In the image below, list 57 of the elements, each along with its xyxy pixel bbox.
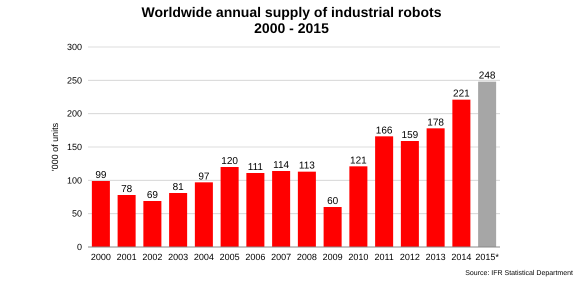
y-tick-label: 100: [66, 175, 82, 186]
data-label: 69: [146, 190, 158, 201]
bar: [324, 207, 342, 247]
y-tick-label: 50: [72, 208, 82, 219]
x-tick-label: 2000: [90, 252, 111, 262]
bar: [169, 193, 188, 247]
data-label: 60: [327, 196, 339, 207]
data-label: 221: [453, 88, 470, 100]
x-tick-label: 2013: [426, 252, 446, 262]
bar: [478, 82, 496, 247]
bar: [298, 172, 316, 247]
bar: [375, 136, 394, 247]
data-label: 166: [376, 125, 393, 136]
x-tick-label: 2001: [116, 252, 137, 262]
data-label: 99: [95, 170, 107, 181]
x-tick-label: 2009: [322, 252, 343, 262]
y-axis-title: '000 of units: [50, 122, 60, 172]
data-label: 178: [427, 117, 444, 128]
data-label: 248: [478, 70, 496, 82]
bar: [272, 171, 290, 247]
x-tick-label: 2002: [142, 252, 162, 262]
x-tick-label: 2012: [400, 252, 420, 262]
bar: [220, 167, 239, 247]
data-label: 111: [248, 162, 264, 173]
bar: [194, 182, 213, 247]
x-tick-label: 2014: [451, 252, 472, 262]
x-tick-label: 2011: [374, 252, 394, 262]
y-tick-label: 200: [66, 108, 82, 119]
bar: [349, 166, 368, 247]
data-label: 120: [221, 156, 238, 167]
data-label: 113: [298, 160, 316, 172]
bar: [143, 201, 162, 247]
y-tick-label: 0: [76, 242, 82, 252]
bar: [92, 181, 110, 247]
y-tick-label: 150: [66, 142, 82, 152]
data-label: 121: [350, 155, 368, 166]
x-tick-label: 2004: [194, 252, 214, 262]
x-tick-label: 2005: [220, 252, 240, 262]
bar: [452, 100, 470, 247]
data-label: 159: [402, 130, 419, 141]
x-tick-label: 2008: [296, 252, 317, 262]
chart-title: Worldwide annual supply of industrial robots 2000 - 2015: [142, 4, 442, 36]
x-tick-label: 2006: [245, 252, 266, 262]
bar: [400, 141, 419, 247]
bar: [246, 173, 264, 247]
data-label: 78: [121, 184, 133, 195]
y-tick-label: 300: [66, 42, 82, 52]
y-tick-label: 250: [66, 75, 82, 86]
x-tick-label: 2007: [271, 252, 292, 262]
x-tick-label: 2010: [348, 252, 368, 262]
data-label: 81: [172, 182, 184, 193]
data-label: 114: [273, 160, 290, 171]
data-label: 97: [198, 171, 210, 182]
x-tick-label: 2003: [168, 252, 188, 262]
bar: [426, 128, 445, 247]
bar: [118, 195, 136, 247]
x-tick-label: 2015*: [475, 252, 500, 262]
